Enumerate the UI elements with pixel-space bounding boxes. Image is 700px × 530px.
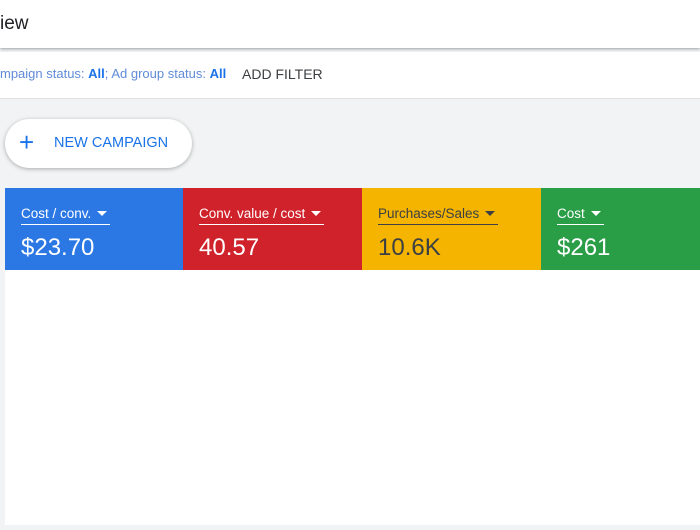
arrow-icon bbox=[311, 211, 322, 216]
dropdown-arrow: Oct 1, 2021Oct 31, 2021 bbox=[91, 206, 700, 447]
button-label: NEW CAMPAIGN bbox=[54, 135, 169, 151]
filter-bar: mpaign status: All; Ad group status: All… bbox=[0, 52, 700, 99]
plus-icon: + bbox=[19, 127, 35, 157]
add-filter[interactable]: ADD FILTER bbox=[242, 66, 323, 82]
metric-card[interactable]: Conv. value / cost 40.57 bbox=[183, 188, 362, 270]
metric-label: Purchases/Sales bbox=[378, 206, 499, 225]
top-bar: iew bbox=[0, 0, 700, 48]
filter-label: mpaign status: bbox=[0, 66, 85, 81]
metric-label: Cost bbox=[557, 206, 604, 225]
new-campaign-button[interactable]: + NEW CAMPAIGN bbox=[5, 119, 192, 168]
filter-value: All bbox=[88, 66, 105, 81]
metric-value: 10.6K bbox=[378, 234, 441, 261]
filter-list[interactable]: mpaign status: All; Ad group status: All bbox=[0, 66, 226, 81]
metric-card[interactable]: Cost $261 bbox=[541, 188, 700, 270]
dropdown-arrow bbox=[585, 206, 604, 221]
page-title: iew bbox=[0, 13, 29, 34]
dropdown-arrow bbox=[305, 206, 324, 221]
metric-label: Conv. value / cost bbox=[199, 206, 325, 225]
filter-label: Ad group status: bbox=[111, 66, 206, 81]
arrow-icon: Oct 1, 2021Oct 31, 2021 bbox=[97, 211, 700, 447]
metric-value: $261 bbox=[557, 234, 611, 261]
filter-value: All bbox=[209, 66, 227, 81]
metric-card[interactable]: Cost / conv.Oct 1, 2021Oct 31, 2021$23.7… bbox=[5, 188, 700, 447]
metric-value: $23.70 bbox=[21, 234, 95, 261]
metric-value: 40.57 bbox=[199, 234, 260, 261]
arrow-icon bbox=[485, 211, 496, 216]
metric-label: Cost / conv.Oct 1, 2021Oct 31, 2021 bbox=[21, 206, 700, 447]
arrow-icon bbox=[590, 211, 601, 216]
dropdown-arrow bbox=[479, 206, 498, 221]
chart bbox=[5, 270, 700, 525]
metric-card[interactable]: Purchases/Sales 10.6K bbox=[362, 188, 541, 270]
filter-separator: ; bbox=[104, 66, 109, 81]
chart-panel bbox=[5, 270, 700, 525]
